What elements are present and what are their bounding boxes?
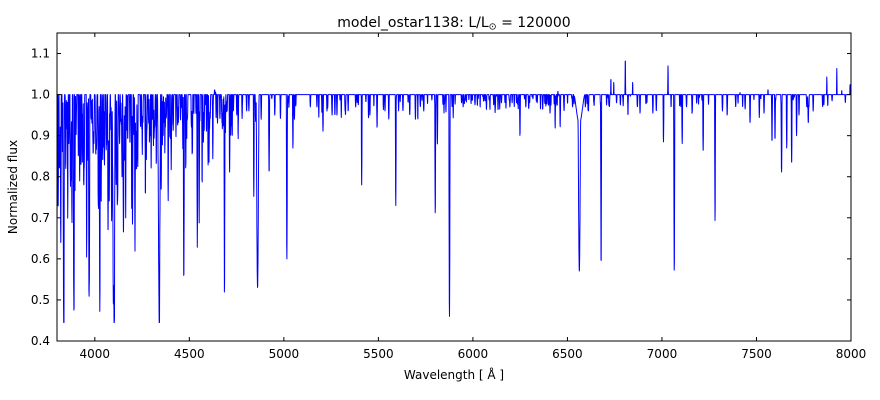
chart-title-prefix: model_ostar1138: L/L: [337, 15, 489, 31]
x-tick-label: 5500: [363, 347, 394, 361]
y-tick-label: 0.8: [31, 170, 50, 184]
y-tick-label: 0.9: [31, 129, 50, 143]
plot-area: 4000 4500 5000 5500 6000 6500 7000 7500 8000 0.4 0…: [31, 32, 867, 361]
y-tick-label: 0.5: [31, 293, 50, 307]
spectrum-line: [56, 60, 852, 324]
x-tick-label: 7500: [741, 347, 772, 361]
x-tick-label: 4000: [80, 347, 111, 361]
y-tick-label: 0.7: [31, 211, 50, 225]
y-tick-label: 0.4: [31, 334, 50, 348]
plot-frame: [56, 32, 852, 342]
x-tick-label: 8000: [836, 347, 867, 361]
y-tick-label: 1.1: [31, 47, 50, 61]
x-tick-label: 5000: [269, 347, 300, 361]
y-axis-label: Normalized flux: [6, 140, 20, 234]
x-tick-label: 6500: [552, 347, 583, 361]
sun-symbol-subscript: ⊙: [489, 22, 497, 33]
x-tick-label: 7000: [647, 347, 678, 361]
x-tick-label: 4500: [174, 347, 205, 361]
chart-title: model_ostar1138: L/L⊙ = 120000: [337, 15, 570, 33]
y-tick-label: 0.6: [31, 252, 50, 266]
y-tick-label: 1.0: [31, 88, 50, 102]
chart-title-suffix: = 120000: [497, 15, 571, 31]
x-axis-label: Wavelength [ Å ]: [404, 367, 504, 382]
x-tick-label: 6000: [458, 347, 489, 361]
